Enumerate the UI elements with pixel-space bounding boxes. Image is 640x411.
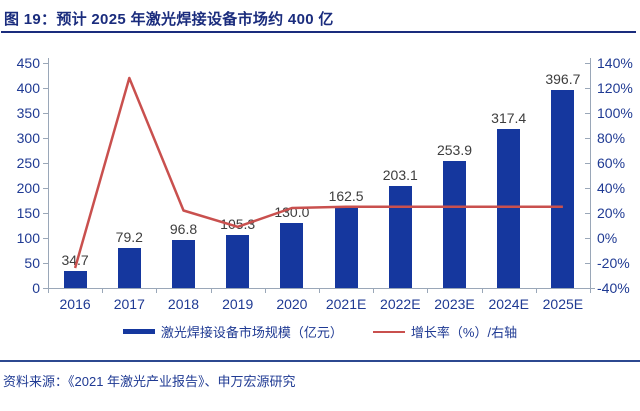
x-axis-category-label: 2022E (380, 296, 421, 312)
right-axis-tick-label: -40% (597, 280, 630, 296)
legend-item-market-size: 激光焊接设备市场规模（亿元） (122, 322, 343, 341)
x-axis-tick (102, 288, 104, 293)
combo-chart: 0 50 100 150 200 250 300 350 400 450 -40% -20% 0% 20%… (0, 45, 640, 315)
bar-value-label: 130.0 (274, 204, 310, 220)
right-axis-tick-label: 140% (597, 55, 633, 71)
bar-value-label: 396.7 (545, 70, 581, 87)
left-axis-tick (43, 213, 48, 214)
x-axis-tick (210, 288, 212, 293)
right-axis-tick (585, 188, 590, 189)
title-underline (1, 31, 636, 33)
x-axis-category-label: 2017 (113, 296, 145, 312)
x-axis-tick (427, 288, 429, 293)
bar-2020 (280, 223, 304, 288)
right-axis-tick-label: 60% (597, 155, 626, 171)
right-axis-tick-label: -20% (597, 255, 630, 271)
left-axis-tick-label: 50 (24, 255, 40, 271)
bar-2024E (497, 129, 521, 288)
right-axis-tick (585, 63, 590, 64)
bar-2025E (551, 89, 575, 288)
x-axis-category-label: 2019 (222, 296, 254, 312)
x-axis-tick (264, 288, 266, 293)
left-axis-line (48, 58, 49, 288)
right-axis-tick (585, 263, 590, 264)
left-axis-tick (43, 288, 48, 289)
bar-2017 (117, 248, 141, 288)
x-axis-category-label: 2024E (488, 296, 529, 312)
right-axis-tick (585, 238, 590, 239)
left-axis-tick-label: 450 (16, 55, 40, 71)
legend-label-market-size: 激光焊接设备市场规模（亿元） (160, 325, 343, 340)
bar-2021E (334, 206, 358, 288)
x-axis-tick (481, 288, 483, 293)
left-axis-tick (43, 63, 48, 64)
left-axis-tick-label: 350 (16, 105, 40, 121)
left-axis-tick-label: 300 (16, 130, 40, 146)
left-axis-tick-label: 400 (16, 80, 40, 96)
left-axis-tick-label: 100 (16, 230, 40, 246)
right-axis-tick (585, 113, 590, 114)
left-axis-tick (43, 88, 48, 89)
bar-series-swatch (122, 329, 155, 334)
right-axis-tick (585, 288, 590, 289)
bar-value-label: 203.1 (382, 167, 418, 184)
x-axis-tick (156, 288, 158, 293)
left-axis-tick-label: 200 (16, 180, 40, 196)
x-axis-category-label: 2025E (542, 296, 584, 312)
legend-label-growth-rate: 增长率（%）/右轴 (410, 325, 518, 340)
left-axis-tick (43, 113, 48, 114)
x-axis-tick (590, 288, 591, 293)
right-axis-line (590, 58, 591, 288)
left-axis-tick (43, 238, 48, 239)
right-axis-tick-label: 100% (597, 105, 633, 121)
right-axis-tick-label: 40% (597, 180, 626, 196)
bar-2022E (388, 186, 412, 288)
right-axis-tick-label: 80% (597, 130, 626, 146)
left-axis-tick (43, 263, 48, 264)
x-axis-category-label: 2021E (325, 296, 367, 312)
bar-2016 (63, 270, 87, 288)
left-axis-tick-label: 250 (16, 155, 40, 171)
line-series-swatch (372, 330, 405, 333)
figure-title: 图 19：预计 2025 年激光焊接设备市场约 400 亿 (4, 11, 334, 28)
left-axis-tick-label: 150 (16, 205, 40, 221)
x-axis-tick (535, 288, 537, 293)
x-axis-tick (373, 288, 375, 293)
x-axis-category-label: 2023E (434, 296, 475, 312)
x-axis-category-label: 2016 (59, 296, 91, 312)
bar-2023E (443, 161, 466, 288)
bar-2018 (172, 239, 195, 288)
footer-divider (0, 360, 640, 362)
right-axis-tick (585, 88, 590, 89)
x-axis-tick (319, 288, 320, 293)
source-note: 资料来源：《2021 年激光产业报告》、申万宏源研究 (3, 374, 296, 389)
right-axis-tick (585, 163, 590, 164)
right-axis-tick (585, 213, 590, 214)
left-axis-tick-label: 0 (32, 280, 40, 296)
bar-value-label: 253.9 (436, 142, 473, 159)
chart-legend: 激光焊接设备市场规模（亿元） 增长率（%）/右轴 (0, 322, 640, 341)
legend-item-growth-rate: 增长率（%）/右轴 (372, 322, 518, 341)
left-axis-tick (43, 188, 48, 189)
x-axis-tick (48, 288, 49, 293)
left-axis-tick (43, 138, 48, 139)
left-axis-tick (43, 163, 48, 164)
right-axis-tick-label: 0% (597, 230, 618, 246)
bar-value-label: 34.7 (61, 251, 89, 268)
bar-value-label: 317.4 (491, 110, 527, 127)
x-axis-category-label: 2020 (276, 296, 308, 312)
right-axis-tick-label: 20% (597, 205, 626, 221)
right-axis-tick-label: 120% (597, 80, 633, 96)
bar-value-label: 162.5 (328, 187, 364, 204)
bar-2019 (226, 235, 250, 288)
right-axis-tick (585, 138, 590, 139)
x-axis-category-label: 2018 (167, 296, 200, 312)
